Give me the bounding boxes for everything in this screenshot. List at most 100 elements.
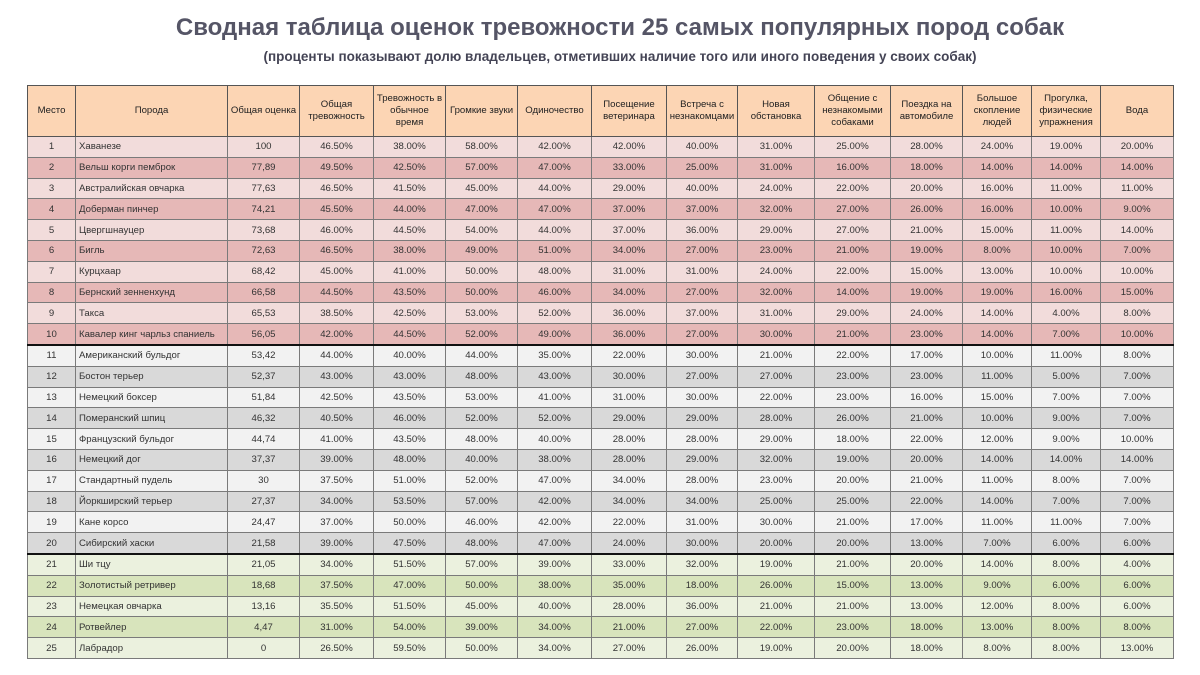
table-row: 19 Кане корсо 24,47 37.00% 50.00% 46.00% 42.00… — [27, 511, 1174, 534]
percent-cell: 8.00% — [1031, 616, 1101, 639]
percent-cell: 52.00% — [517, 407, 592, 430]
rank-cell: 20 — [27, 532, 76, 555]
breed-cell: Йоркширский терьер — [75, 490, 228, 513]
percent-cell: 7.00% — [1100, 407, 1174, 430]
rank-cell: 12 — [27, 365, 76, 388]
percent-cell: 9.00% — [1031, 407, 1101, 430]
rank-cell: 5 — [27, 219, 76, 241]
percent-cell: 13.00% — [1100, 637, 1174, 659]
percent-cell: 26.00% — [814, 407, 891, 430]
column-header: Посещение ветеринара — [591, 85, 667, 137]
percent-cell: 22.00% — [814, 344, 891, 367]
percent-cell: 27.00% — [591, 637, 667, 659]
percent-cell: 20.00% — [1100, 136, 1174, 158]
percent-cell: 47.00% — [373, 574, 446, 597]
percent-cell: 28.00% — [591, 448, 667, 471]
percent-cell: 28.00% — [890, 136, 963, 158]
percent-cell: 46.50% — [299, 136, 374, 158]
percent-cell: 41.00% — [299, 428, 374, 450]
percent-cell: 21.00% — [890, 219, 963, 241]
percent-cell: 8.00% — [962, 637, 1032, 659]
percent-cell: 53.00% — [445, 302, 518, 325]
percent-cell: 10.00% — [1100, 260, 1174, 283]
score-cell: 73,68 — [227, 219, 300, 241]
breed-cell: Хаванезе — [75, 136, 228, 158]
percent-cell: 44.00% — [445, 344, 518, 367]
rank-cell: 17 — [27, 469, 76, 492]
percent-cell: 16.00% — [814, 156, 891, 179]
percent-cell: 27.00% — [666, 616, 738, 639]
percent-cell: 10.00% — [1031, 260, 1101, 283]
table-row: 8 Бернский зенненхунд 66,58 44.50% 43.50% 50.… — [27, 281, 1174, 304]
percent-cell: 12.00% — [962, 595, 1032, 618]
percent-cell: 36.00% — [591, 302, 667, 325]
percent-cell: 30.00% — [666, 532, 738, 555]
percent-cell: 34.00% — [299, 490, 374, 513]
score-cell: 56,05 — [227, 323, 300, 346]
percent-cell: 43.50% — [373, 386, 446, 409]
percent-cell: 31.00% — [591, 260, 667, 283]
percent-cell: 37.50% — [299, 574, 374, 597]
percent-cell: 19.00% — [962, 281, 1032, 304]
percent-cell: 19.00% — [1031, 136, 1101, 158]
percent-cell: 31.00% — [737, 302, 815, 325]
percent-cell: 21.00% — [814, 595, 891, 618]
percent-cell: 22.00% — [591, 344, 667, 367]
percent-cell: 48.00% — [445, 428, 518, 450]
percent-cell: 46.00% — [445, 511, 518, 534]
table-row: 23 Немецкая овчарка 13,16 35.50% 51.50% 45.00… — [27, 595, 1174, 618]
percent-cell: 22.00% — [890, 428, 963, 450]
percent-cell: 40.00% — [373, 344, 446, 367]
table-row: 24 Ротвейлер 4,47 31.00% 54.00% 39.00% 34.00% 2… — [27, 616, 1174, 639]
percent-cell: 40.00% — [517, 595, 592, 618]
percent-cell: 13.00% — [962, 616, 1032, 639]
score-cell: 65,53 — [227, 302, 300, 325]
rank-cell: 23 — [27, 595, 76, 618]
percent-cell: 14.00% — [814, 281, 891, 304]
percent-cell: 38.50% — [299, 302, 374, 325]
percent-cell: 41.00% — [373, 260, 446, 283]
breed-cell: Ротвейлер — [75, 616, 228, 639]
percent-cell: 18.00% — [814, 428, 891, 450]
table-row: 1 Хаванезе 100 46.50% 38.00% 58.00% 42.00% 42.0… — [27, 136, 1174, 158]
table-row: 25 Лабрадор 0 26.50% 59.50% 50.00% 34.00% 27.00… — [27, 637, 1174, 659]
percent-cell: 31.00% — [666, 511, 738, 534]
breed-cell: Золотистый ретривер — [75, 574, 228, 597]
percent-cell: 20.00% — [890, 177, 963, 200]
percent-cell: 42.50% — [373, 302, 446, 325]
percent-cell: 48.00% — [517, 260, 592, 283]
percent-cell: 21.00% — [814, 323, 891, 346]
percent-cell: 10.00% — [1100, 323, 1174, 346]
breed-cell: Ши тцу — [75, 553, 228, 576]
percent-cell: 42.00% — [517, 490, 592, 513]
percent-cell: 36.00% — [591, 323, 667, 346]
percent-cell: 34.00% — [666, 490, 738, 513]
percent-cell: 14.00% — [1031, 448, 1101, 471]
breed-cell: Австралийская овчарка — [75, 177, 228, 200]
rank-cell: 9 — [27, 302, 76, 325]
breed-cell: Лабрадор — [75, 637, 228, 659]
percent-cell: 17.00% — [890, 344, 963, 367]
percent-cell: 37.00% — [591, 219, 667, 241]
percent-cell: 6.00% — [1100, 574, 1174, 597]
percent-cell: 27.00% — [666, 323, 738, 346]
column-header: Тревожность в обычное время — [373, 85, 446, 137]
percent-cell: 34.00% — [517, 616, 592, 639]
percent-cell: 51.00% — [517, 239, 592, 262]
percent-cell: 11.00% — [962, 469, 1032, 492]
percent-cell: 45.00% — [445, 177, 518, 200]
percent-cell: 7.00% — [1100, 365, 1174, 388]
percent-cell: 7.00% — [962, 532, 1032, 555]
percent-cell: 8.00% — [1031, 595, 1101, 618]
rank-cell: 4 — [27, 198, 76, 221]
percent-cell: 22.00% — [814, 260, 891, 283]
percent-cell: 40.00% — [666, 177, 738, 200]
percent-cell: 27.00% — [814, 219, 891, 241]
table-row: 22 Золотистый ретривер 18,68 37.50% 47.00% 50… — [27, 574, 1174, 597]
percent-cell: 16.00% — [962, 198, 1032, 221]
column-header: Одиночество — [517, 85, 592, 137]
percent-cell: 38.00% — [373, 239, 446, 262]
percent-cell: 17.00% — [890, 511, 963, 534]
percent-cell: 27.00% — [666, 239, 738, 262]
page-title: Сводная таблица оценок тревожности 25 са… — [175, 14, 1065, 41]
